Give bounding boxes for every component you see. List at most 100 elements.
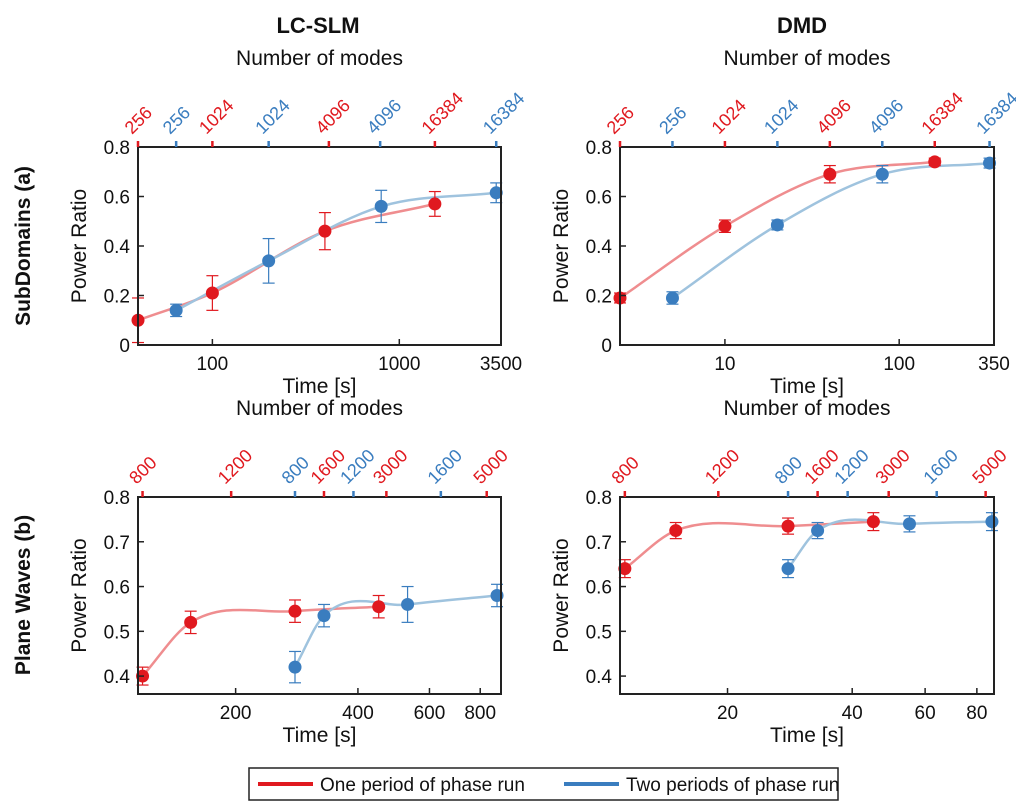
data-point-series-2 (374, 199, 388, 213)
top-tick-label-series-2: 1200 (830, 445, 872, 487)
y-tick-label: 0.2 (104, 287, 130, 308)
top-tick-label-series-2: 1024 (760, 95, 802, 137)
x-tick-label: 80 (966, 703, 987, 724)
top-tick-label-series-1: 800 (125, 452, 160, 487)
data-point-series-2 (288, 660, 302, 674)
y-tick-label: 0.8 (104, 488, 130, 509)
x-tick-label: 600 (414, 703, 446, 724)
y-tick-label: 0 (119, 336, 130, 357)
top-tick-label-series-1: 256 (603, 102, 638, 137)
y-tick-label: 0.4 (104, 237, 131, 258)
data-point-series-2 (811, 524, 825, 538)
fit-curve-series-2 (293, 594, 498, 668)
y-tick-label: 0.6 (586, 578, 612, 599)
top-tick-label-series-1: 1024 (195, 95, 237, 137)
y-axis-label: Power Ratio (550, 538, 573, 652)
y-tick-label: 0.5 (104, 622, 130, 643)
x-tick-label: 1000 (378, 354, 420, 375)
top-axis-label: Number of modes (236, 47, 403, 70)
x-tick-label: 10 (714, 354, 735, 375)
column-title-dmd: DMD (777, 13, 827, 38)
top-tick-label-series-2: 4096 (363, 95, 405, 137)
legend: One period of phase run Two periods of p… (248, 767, 839, 801)
data-point-series-1 (866, 515, 880, 529)
y-tick-label: 0.7 (104, 533, 130, 554)
row-label-plane-waves: Plane Waves (b) (12, 515, 35, 675)
top-tick-label-series-2: 1200 (336, 445, 378, 487)
y-tick-label: 0.4 (104, 667, 131, 688)
top-tick-label-series-1: 5000 (968, 445, 1010, 487)
y-axis-label: Power Ratio (550, 189, 573, 303)
fit-curve-series-1 (624, 520, 874, 570)
data-point-series-2 (983, 156, 997, 170)
top-tick-label-series-1: 1200 (214, 445, 256, 487)
top-tick-label-series-1: 3000 (369, 445, 411, 487)
data-point-series-2 (781, 562, 795, 576)
x-tick-label: 800 (464, 703, 496, 724)
top-tick-label-series-2: 16384 (972, 88, 1016, 138)
top-tick-label-series-2: 1024 (251, 95, 293, 137)
top-tick-label-series-2: 4096 (865, 95, 907, 137)
x-tick-label: 60 (915, 703, 936, 724)
top-axis-label: Number of modes (236, 397, 403, 420)
data-point-series-2 (317, 609, 331, 623)
data-point-series-1 (823, 167, 837, 181)
data-point-series-1 (184, 615, 198, 629)
chart-panel-2: 0 0.2 0.4 0.6 0.8 10 100 350 256 256 1024 1024 4096 4… (550, 47, 1016, 398)
x-axis-label: Time [s] (770, 375, 844, 398)
data-point-series-2 (401, 597, 415, 611)
top-tick-label-series-1: 4096 (813, 95, 855, 137)
top-tick-label-series-1: 1024 (708, 95, 750, 137)
data-point-series-1 (781, 519, 795, 533)
data-point-series-2 (665, 291, 679, 305)
legend-label-series-2: Two periods of phase run (626, 775, 839, 796)
y-tick-label: 0.6 (104, 188, 130, 209)
chart-panel-3: 0.4 0.5 0.6 0.7 0.8 200 400 600 800 800 1200 800 160… (68, 397, 512, 747)
axes-frame (137, 146, 502, 346)
top-tick-label-series-1: 800 (608, 452, 643, 487)
data-point-series-2 (985, 515, 999, 529)
data-point-series-1 (928, 155, 942, 169)
data-point-series-1 (718, 219, 732, 233)
y-axis-label: Power Ratio (68, 189, 91, 303)
row-label-subdomains: SubDomains (a) (12, 166, 35, 326)
legend-label-series-1: One period of phase run (320, 775, 525, 796)
chart-panel-4: 0.4 0.5 0.6 0.7 0.8 20 40 60 80 800 1200 800 1600 120… (550, 397, 1011, 747)
x-tick-label: 350 (978, 354, 1010, 375)
legend-box (248, 767, 839, 801)
data-point-series-2 (902, 517, 916, 531)
top-tick-label-series-1: 3000 (871, 445, 913, 487)
top-tick-label-series-2: 256 (159, 102, 194, 137)
fit-curve-series-1 (137, 202, 436, 322)
fit-curve-series-2 (175, 191, 497, 312)
y-axis-label: Power Ratio (68, 538, 91, 652)
top-tick-label-series-2: 1600 (919, 445, 961, 487)
top-tick-label-series-1: 1200 (701, 445, 743, 487)
y-tick-label: 0.6 (586, 188, 612, 209)
data-point-series-1 (205, 286, 219, 300)
y-tick-label: 0.5 (586, 622, 612, 643)
data-point-series-2 (770, 218, 784, 232)
x-axis-label: Time [s] (283, 724, 357, 747)
data-point-series-2 (875, 167, 889, 181)
data-point-series-2 (169, 303, 183, 317)
x-tick-label: 200 (220, 703, 252, 724)
data-point-series-1 (618, 562, 632, 576)
x-tick-label: 100 (197, 354, 229, 375)
y-tick-label: 0.8 (586, 138, 612, 159)
x-tick-label: 3500 (480, 354, 522, 375)
top-tick-label-series-2: 800 (278, 452, 313, 487)
top-tick-label-series-2: 800 (771, 452, 806, 487)
axes-frame (137, 496, 502, 695)
data-point-series-2 (489, 186, 503, 200)
y-tick-label: 0.8 (586, 488, 612, 509)
data-point-series-1 (428, 197, 442, 211)
y-tick-label: 0 (601, 336, 612, 357)
top-tick-label-series-2: 256 (655, 102, 690, 137)
y-tick-label: 0.7 (586, 533, 612, 554)
top-tick-label-series-1: 256 (121, 102, 156, 137)
axes-frame (619, 496, 995, 695)
top-axis-label: Number of modes (724, 397, 891, 420)
